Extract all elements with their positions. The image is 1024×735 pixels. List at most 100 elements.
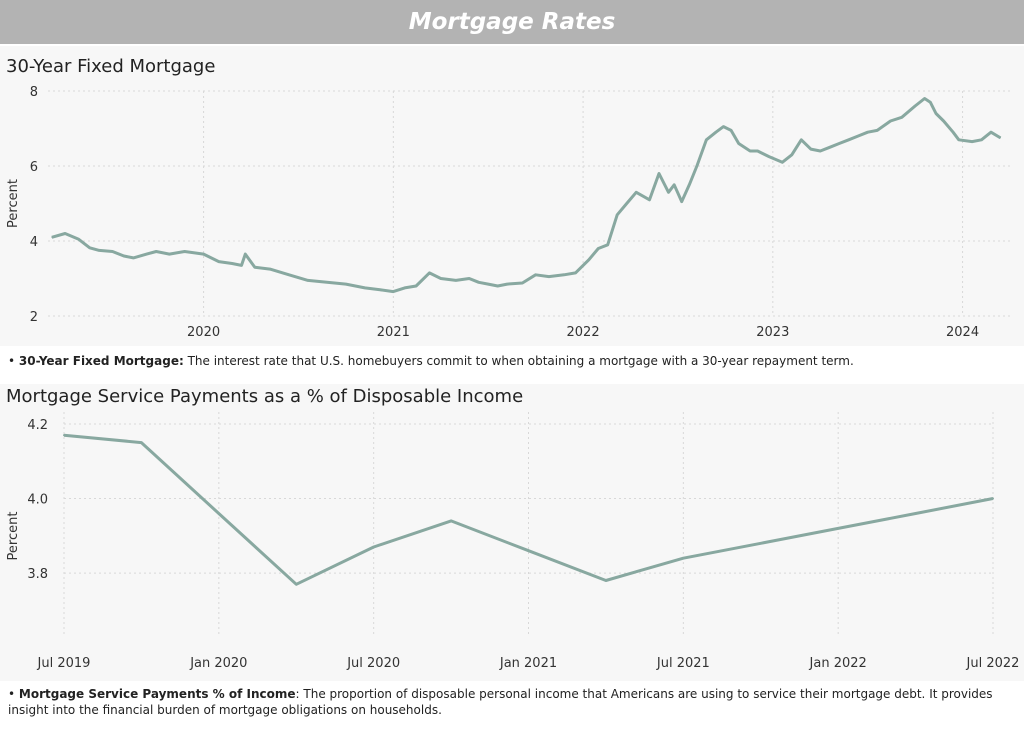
data-point <box>123 255 125 257</box>
data-point <box>404 287 406 289</box>
note-label: 30-Year Fixed Mortgage: <box>18 354 184 368</box>
data-point <box>738 143 740 144</box>
data-point <box>722 126 724 128</box>
data-point <box>527 549 530 552</box>
data-point <box>372 546 375 548</box>
data-point <box>184 251 186 252</box>
data-point <box>749 150 751 152</box>
data-point <box>77 238 79 240</box>
chart-panel-mortgage-rate: 30-Year Fixed Mortgage 2 4 6 8 2020 2021 2022 2… <box>0 46 1024 346</box>
y-tick-label: 8 <box>30 85 38 100</box>
x-tick-label: Jan 2022 <box>809 656 867 671</box>
data-point <box>819 150 821 152</box>
data-point <box>682 557 685 560</box>
data-point <box>857 135 859 137</box>
x-tick-label: 2024 <box>946 325 979 340</box>
y-tick-label: 3.8 <box>27 567 48 582</box>
data-point <box>364 287 366 289</box>
y-tick-label: 4.0 <box>27 493 48 508</box>
data-point <box>607 244 609 246</box>
data-point <box>1000 137 1002 139</box>
data-point <box>838 143 840 144</box>
data-point <box>667 191 669 193</box>
data-point <box>468 278 470 279</box>
note-text: The interest rate that U.S. homebuyers c… <box>183 354 854 368</box>
data-point <box>992 497 994 500</box>
mortgage-rate-chart: 2 4 6 8 2020 2021 2022 2023 2024 Percent <box>6 85 1010 340</box>
y-tick-label: 6 <box>30 160 38 175</box>
series-line <box>51 97 1002 294</box>
data-point <box>307 279 309 281</box>
data-point <box>574 272 576 274</box>
data-point <box>478 281 480 283</box>
data-point <box>487 283 489 285</box>
data-point <box>837 527 840 530</box>
data-point <box>455 279 457 281</box>
x-tick-label: Jul 2022 <box>966 656 1020 671</box>
data-point <box>203 253 205 255</box>
data-point <box>112 251 114 252</box>
data-point <box>981 139 983 141</box>
x-tick-label: 2021 <box>377 325 410 340</box>
data-point <box>924 98 926 99</box>
data-point <box>98 249 100 251</box>
data-point <box>914 512 917 515</box>
data-point <box>155 251 157 252</box>
data-point <box>563 274 565 276</box>
data-point <box>648 199 650 201</box>
data-point <box>588 259 590 261</box>
data-point <box>971 141 973 143</box>
y-tick-label: 2 <box>30 310 38 325</box>
data-point <box>759 542 762 545</box>
x-tick-label: Jan 2021 <box>499 656 557 671</box>
data-point <box>715 131 717 133</box>
x-tick-label: Jul 2020 <box>346 656 400 671</box>
data-point <box>673 184 675 186</box>
data-point <box>901 116 903 118</box>
data-point <box>217 512 220 515</box>
x-tick-label: 2023 <box>756 325 789 340</box>
data-point <box>604 579 607 582</box>
x-tick-label: Jul 2021 <box>656 656 710 671</box>
x-tick-label: Jan 2020 <box>189 656 247 671</box>
data-point <box>681 201 683 203</box>
note-text: : The proportion of disposable personal … <box>8 687 993 717</box>
data-point <box>231 263 233 264</box>
x-tick-label: 2022 <box>567 325 600 340</box>
data-point <box>51 236 53 238</box>
data-point <box>943 120 945 122</box>
data-point <box>218 261 220 263</box>
x-tick-label: 2020 <box>187 325 220 340</box>
data-point <box>379 289 381 291</box>
data-point <box>345 283 347 285</box>
data-point <box>952 131 954 133</box>
data-point <box>781 161 783 163</box>
data-point <box>935 113 937 114</box>
data-point <box>244 253 246 255</box>
data-point <box>635 191 637 193</box>
data-point <box>506 283 508 285</box>
x-tick-label: Jul 2019 <box>37 656 91 671</box>
data-point <box>415 285 417 287</box>
chart-title: 30-Year Fixed Mortgage <box>6 56 216 77</box>
data-point <box>64 233 66 234</box>
y-tick-label: 4.2 <box>27 418 48 433</box>
chart-note: • 30-Year Fixed Mortgage: The interest r… <box>8 354 854 368</box>
data-point <box>791 154 793 156</box>
data-point <box>63 434 65 437</box>
data-point <box>800 139 802 141</box>
data-point <box>768 156 770 158</box>
data-point <box>140 441 143 444</box>
data-point <box>876 129 878 131</box>
banner: Mortgage Rates <box>0 0 1024 44</box>
data-point <box>295 583 298 586</box>
data-point <box>132 257 134 259</box>
chart-title: Mortgage Service Payments as a % of Disp… <box>6 386 524 407</box>
data-point <box>658 173 660 174</box>
data-point <box>146 253 148 255</box>
note-label: Mortgage Service Payments % of Income <box>18 687 296 701</box>
data-point <box>743 146 745 148</box>
service-payments-chart: 3.8 4.0 4.2 Jul 2019 Jan 2020 Jul 2020 Jan 202… <box>6 412 1020 671</box>
data-point <box>696 165 698 167</box>
data-point <box>168 253 170 255</box>
